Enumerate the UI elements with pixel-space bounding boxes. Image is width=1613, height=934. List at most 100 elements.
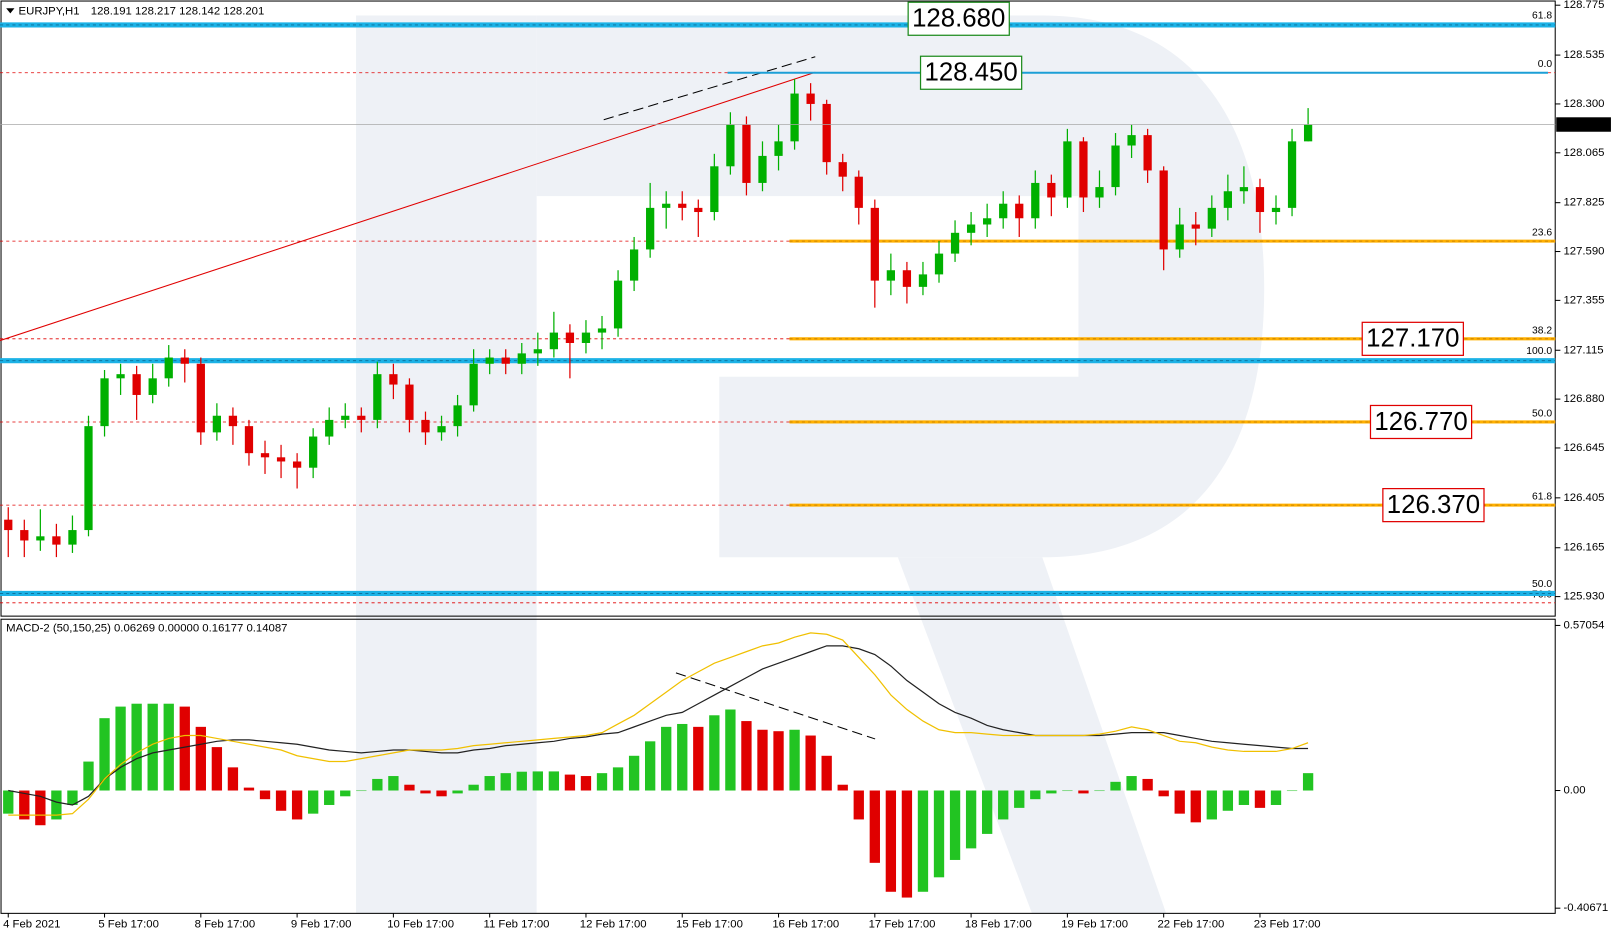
candle-body	[4, 519, 13, 531]
candle-body	[1079, 141, 1088, 198]
histogram-bar	[1270, 790, 1282, 805]
histogram-bar	[131, 703, 142, 791]
histogram-bar	[291, 790, 303, 820]
candle-body	[1207, 207, 1216, 229]
fib-label: 23.6	[1532, 228, 1552, 239]
histogram-bar	[307, 790, 319, 814]
histogram-bar	[83, 761, 94, 791]
target-box	[919, 55, 1023, 90]
histogram-bar	[1062, 790, 1073, 792]
histogram-bar	[677, 723, 688, 791]
histogram-bar	[709, 715, 720, 791]
candle-body	[212, 415, 222, 433]
y-tick-label: 127.590	[1563, 246, 1604, 258]
candle-body	[453, 405, 462, 427]
histogram-bar	[388, 776, 399, 791]
y-tick-label: 125.930	[1563, 591, 1604, 603]
y-tick-label: 126.405	[1563, 492, 1604, 504]
candle-body	[533, 349, 542, 354]
histogram-bar	[1078, 790, 1089, 794]
histogram-bar	[211, 747, 223, 791]
x-tick-label: 10 Feb 17:00	[387, 919, 454, 931]
histogram-bar	[19, 790, 30, 820]
histogram-bar	[324, 790, 335, 805]
candle-body	[774, 141, 783, 156]
candle-body	[1015, 203, 1024, 219]
histogram-bar	[163, 703, 174, 791]
candle-body	[357, 415, 366, 420]
histogram-bar	[821, 755, 832, 791]
histogram-bar	[644, 741, 656, 791]
last-price-box	[1556, 117, 1611, 132]
y-tick-label: 0.57054	[1563, 619, 1604, 631]
candle-body	[1303, 124, 1313, 142]
candle-body	[646, 207, 655, 250]
histogram-bar	[99, 718, 110, 791]
histogram-bar	[3, 790, 14, 814]
histogram-bar	[372, 778, 383, 791]
histogram-bar	[933, 790, 945, 878]
candle-body	[710, 166, 719, 213]
candle-body	[565, 332, 575, 343]
candle-body	[1111, 145, 1120, 188]
candle-body	[84, 426, 93, 531]
y-tick-label: 126.645	[1563, 442, 1604, 454]
x-tick-label: 5 Feb 17:00	[98, 919, 159, 931]
candle-body	[934, 253, 944, 275]
target-box	[1382, 487, 1485, 523]
target-label: 126.770	[1374, 408, 1467, 436]
fib-label: 61.8	[1532, 10, 1552, 21]
candle-body	[244, 426, 254, 454]
candle-body	[549, 332, 558, 350]
candle-body	[1143, 135, 1152, 171]
histogram-bar	[949, 790, 961, 860]
y-tick-label: 128.300	[1563, 98, 1604, 110]
y-tick-label: 128.775	[1563, 0, 1604, 11]
candle-body	[854, 176, 863, 208]
histogram-bar	[356, 790, 367, 792]
x-tick-label: 19 Feb 17:00	[1061, 919, 1128, 931]
fib-label: 50.0	[1532, 408, 1552, 419]
y-tick-label: 127.115	[1563, 344, 1603, 356]
last-price-label: 128.201	[1563, 119, 1604, 131]
candle-body	[597, 328, 607, 333]
histogram-bar	[147, 703, 158, 791]
candle-body	[389, 374, 398, 385]
histogram-bar	[227, 767, 239, 791]
histogram-bar	[628, 755, 640, 791]
fib-label: 100.0	[1526, 346, 1552, 357]
histogram-bar	[998, 790, 1009, 820]
candle-body	[196, 363, 205, 433]
candle-body	[1063, 141, 1072, 198]
histogram-bar	[805, 735, 816, 791]
histogram-bar	[612, 767, 624, 791]
candle-body	[469, 363, 478, 406]
candle-body	[966, 224, 976, 233]
candle-body	[292, 461, 302, 468]
candle-body	[1223, 191, 1232, 208]
histogram-bar	[532, 771, 543, 791]
target-label: 126.370	[1387, 491, 1480, 519]
target-label: 127.170	[1366, 325, 1459, 353]
candle-body	[1095, 187, 1104, 198]
histogram-bar	[340, 790, 351, 797]
x-tick-label: 15 Feb 17:00	[676, 919, 743, 931]
target-box	[1369, 404, 1473, 440]
histogram-bar	[1206, 790, 1217, 820]
candle-body	[918, 274, 928, 287]
candle-body	[806, 93, 815, 104]
x-tick-label: 18 Feb 17:00	[965, 919, 1032, 931]
candle-body	[517, 353, 526, 364]
y-tick-label: 127.355	[1563, 294, 1604, 306]
candle-body	[164, 357, 173, 379]
histogram-bar	[837, 784, 848, 791]
histogram-bar	[789, 729, 800, 791]
target-box	[907, 1, 1010, 36]
y-tick-label: 126.165	[1563, 542, 1604, 554]
candle-body	[485, 357, 494, 364]
candle-body	[68, 530, 77, 545]
macd-line	[8, 632, 1309, 816]
histogram-bar	[1286, 790, 1298, 792]
